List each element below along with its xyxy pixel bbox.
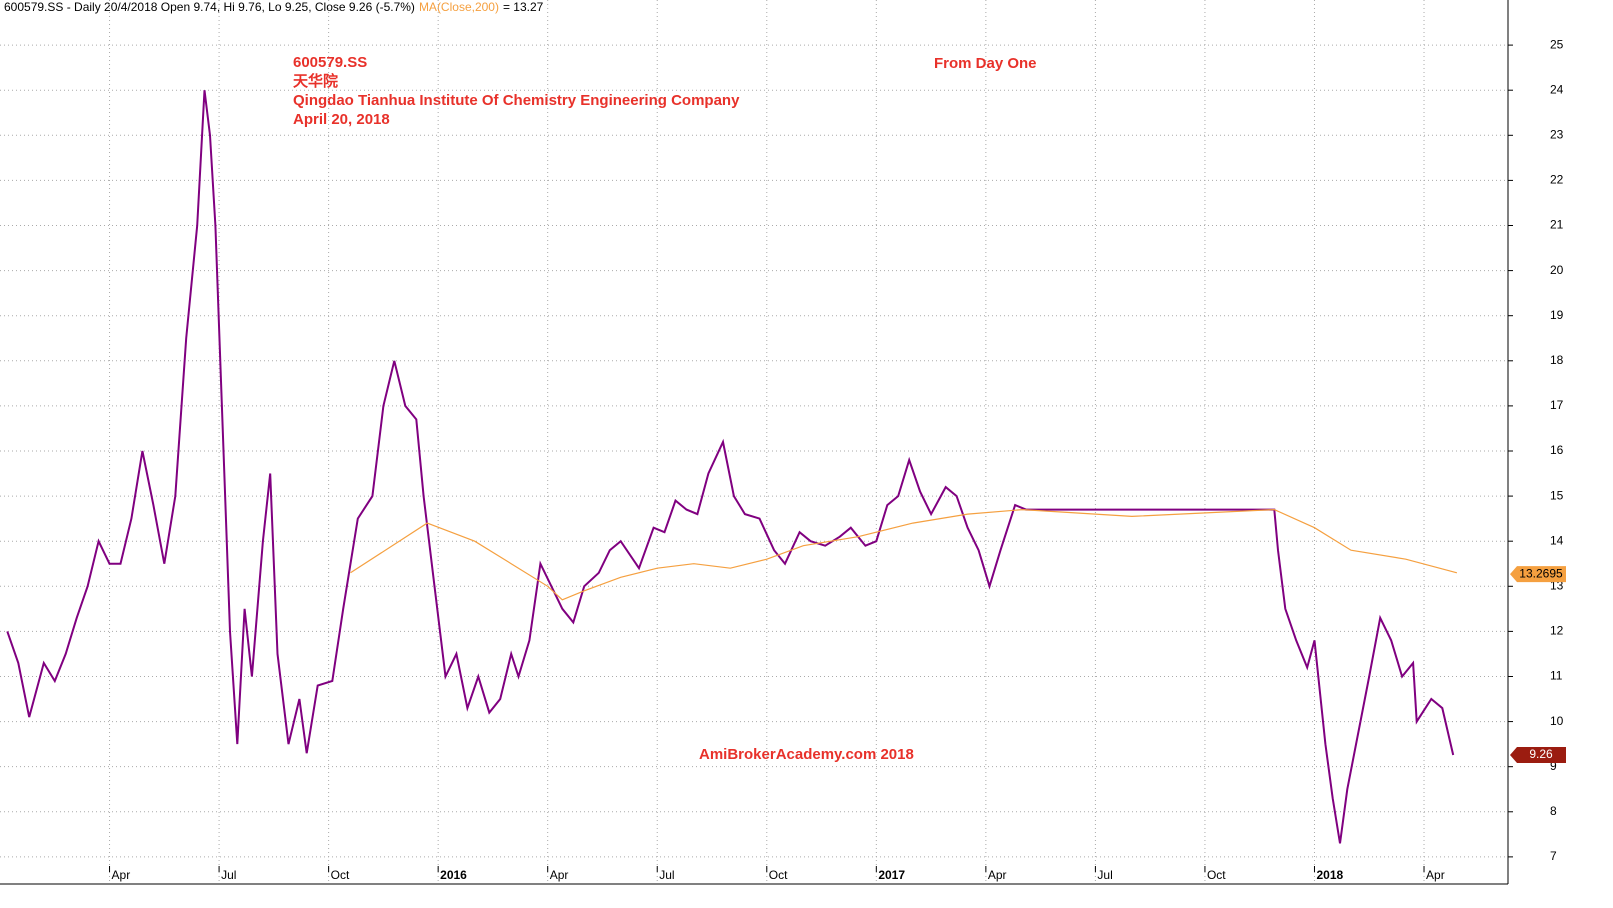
value-badge-label: 9.26 [1529,747,1553,761]
header: 600579.SS - Daily 20/4/2018 Open 9.74, H… [4,0,415,14]
x-tick-label: Jul [221,868,236,882]
y-tick-label: 18 [1550,353,1564,367]
x-tick-label: 2018 [1316,868,1343,882]
y-tick-label: 9 [1550,759,1557,773]
x-tick-label: Apr [988,868,1007,882]
value-badge [1510,746,1566,763]
y-tick-label: 14 [1550,533,1564,547]
y-tick-label: 7 [1550,849,1557,863]
y-tick-label: 21 [1550,218,1564,232]
x-tick-label: Oct [769,868,788,882]
x-tick-label: Oct [331,868,350,882]
annotation: From Day One [934,55,1037,72]
annotation: April 20, 2018 [293,111,390,128]
y-tick-label: 12 [1550,624,1564,638]
annotation: Qingdao Tianhua Institute Of Chemistry E… [293,92,740,109]
y-tick-label: 11 [1550,669,1563,683]
y-tick-label: 22 [1550,173,1564,187]
ma-name: MA(Close,200) [419,0,499,14]
annotation: 600579.SS [293,54,367,71]
x-tick-label: Jul [659,868,674,882]
y-tick-label: 23 [1550,127,1564,141]
x-tick-label: 2017 [878,868,905,882]
x-tick-label: Apr [550,868,569,882]
x-tick-label: Oct [1207,868,1226,882]
y-tick-label: 10 [1550,714,1564,728]
y-tick-label: 20 [1550,263,1564,277]
y-tick-label: 8 [1550,804,1557,818]
watermark: AmiBrokerAcademy.com 2018 [699,746,914,763]
x-tick-label: Jul [1097,868,1112,882]
x-tick-label: Apr [1426,868,1445,882]
series-line [350,508,1458,601]
y-tick-label: 19 [1550,308,1564,322]
y-tick-label: 24 [1550,82,1564,96]
y-tick-label: 16 [1550,443,1564,457]
ma-readout: = 13.27 [503,0,544,14]
x-tick-label: Apr [112,868,131,882]
series-line [6,90,1455,844]
y-tick-label: 25 [1550,37,1564,51]
value-badge-label: 13.2695 [1519,566,1563,580]
x-tick-label: 2016 [440,868,467,882]
y-tick-label: 17 [1550,398,1564,412]
annotation: 天华院 [293,72,338,90]
value-badge [1510,566,1566,583]
y-tick-label: 15 [1550,488,1564,502]
